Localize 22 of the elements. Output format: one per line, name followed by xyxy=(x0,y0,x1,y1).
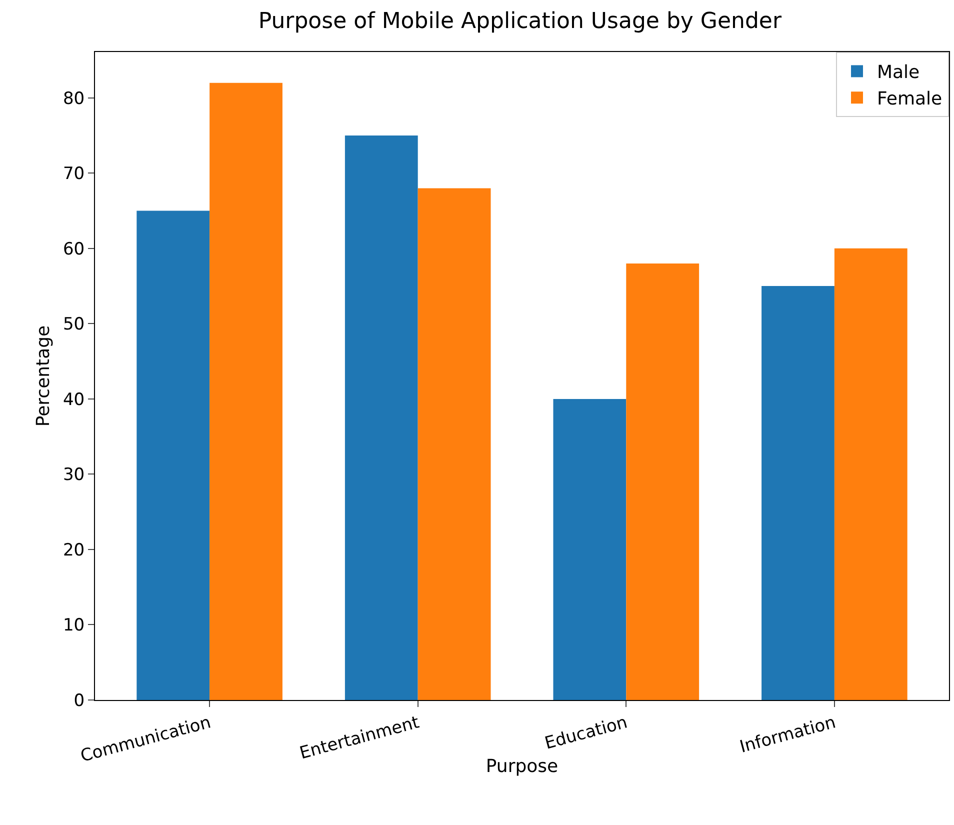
bar xyxy=(344,136,418,700)
y-axis-title: Percentage xyxy=(33,325,54,427)
y-tick-label: 60 xyxy=(62,239,85,260)
bar xyxy=(553,398,626,700)
bar xyxy=(762,286,834,700)
bar xyxy=(626,263,700,700)
legend-label: Male xyxy=(877,62,920,84)
y-tick-label: 20 xyxy=(62,540,85,560)
bar xyxy=(210,82,282,700)
y-tick-label: 30 xyxy=(62,465,85,486)
y-tick-label: 0 xyxy=(74,690,85,711)
bar xyxy=(834,248,908,700)
y-tick-label: 10 xyxy=(62,616,85,636)
y-tick-label: 70 xyxy=(62,164,85,184)
legend-label: Female xyxy=(877,88,942,110)
y-tick-label: 80 xyxy=(62,88,85,109)
chart-title: Purpose of Mobile Application Usage by Gender xyxy=(258,8,782,34)
bar xyxy=(136,210,210,700)
x-axis-title: Purpose xyxy=(486,756,558,777)
y-tick-label: 50 xyxy=(62,314,85,335)
y-tick-label: 40 xyxy=(62,390,85,410)
bar xyxy=(418,188,491,700)
